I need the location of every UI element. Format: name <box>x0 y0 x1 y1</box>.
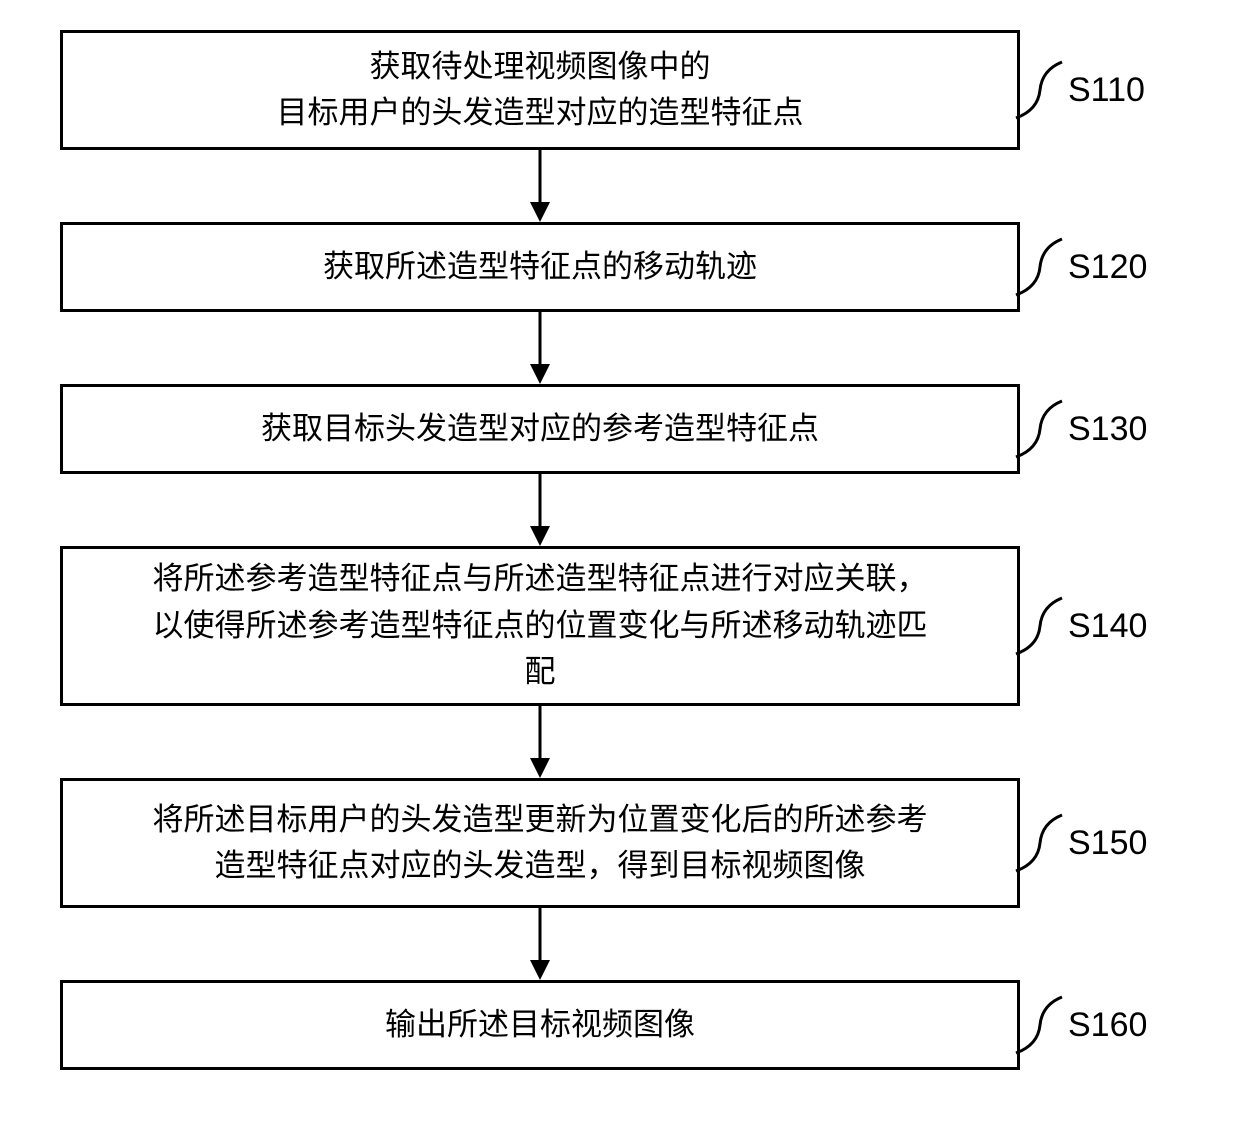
curve-icon <box>1014 596 1064 656</box>
label-connector: S150 <box>1014 813 1147 873</box>
step-text: 将所述参考造型特征点与所述造型特征点进行对应关联，以使得所述参考造型特征点的位置… <box>153 556 928 696</box>
step-text: 将所述目标用户的头发造型更新为位置变化后的所述参考造型特征点对应的头发造型，得到… <box>153 797 928 890</box>
arrow-connector <box>60 706 1020 778</box>
step-row: 将所述参考造型特征点与所述造型特征点进行对应关联，以使得所述参考造型特征点的位置… <box>60 546 1180 706</box>
curve-icon <box>1014 237 1064 297</box>
flowchart-container: 获取待处理视频图像中的目标用户的头发造型对应的造型特征点 S110 获取所述造型… <box>60 30 1180 1070</box>
label-connector: S130 <box>1014 399 1147 459</box>
arrow-connector <box>60 150 1020 222</box>
curve-icon <box>1014 60 1064 120</box>
arrow-connector <box>60 474 1020 546</box>
arrow-connector <box>60 312 1020 384</box>
step-box-s160: 输出所述目标视频图像 <box>60 980 1020 1070</box>
step-text: 获取待处理视频图像中的目标用户的头发造型对应的造型特征点 <box>277 44 804 137</box>
step-label: S150 <box>1068 824 1147 863</box>
step-row: 获取待处理视频图像中的目标用户的头发造型对应的造型特征点 S110 <box>60 30 1180 150</box>
step-box-s120: 获取所述造型特征点的移动轨迹 <box>60 222 1020 312</box>
curve-icon <box>1014 813 1064 873</box>
curve-icon <box>1014 399 1064 459</box>
step-label: S120 <box>1068 248 1147 287</box>
step-text: 获取所述造型特征点的移动轨迹 <box>323 244 757 291</box>
step-box-s110: 获取待处理视频图像中的目标用户的头发造型对应的造型特征点 <box>60 30 1020 150</box>
step-label: S130 <box>1068 410 1147 449</box>
step-text: 获取目标头发造型对应的参考造型特征点 <box>261 406 819 453</box>
step-row: 将所述目标用户的头发造型更新为位置变化后的所述参考造型特征点对应的头发造型，得到… <box>60 778 1180 908</box>
step-label: S160 <box>1068 1006 1147 1045</box>
step-label: S110 <box>1068 71 1145 110</box>
step-box-s150: 将所述目标用户的头发造型更新为位置变化后的所述参考造型特征点对应的头发造型，得到… <box>60 778 1020 908</box>
step-row: 获取所述造型特征点的移动轨迹 S120 <box>60 222 1180 312</box>
step-box-s130: 获取目标头发造型对应的参考造型特征点 <box>60 384 1020 474</box>
label-connector: S110 <box>1014 60 1145 120</box>
label-connector: S160 <box>1014 995 1147 1055</box>
label-connector: S120 <box>1014 237 1147 297</box>
label-connector: S140 <box>1014 596 1147 656</box>
curve-icon <box>1014 995 1064 1055</box>
step-text: 输出所述目标视频图像 <box>385 1002 695 1049</box>
step-row: 输出所述目标视频图像 S160 <box>60 980 1180 1070</box>
step-box-s140: 将所述参考造型特征点与所述造型特征点进行对应关联，以使得所述参考造型特征点的位置… <box>60 546 1020 706</box>
step-label: S140 <box>1068 607 1147 646</box>
step-row: 获取目标头发造型对应的参考造型特征点 S130 <box>60 384 1180 474</box>
arrow-connector <box>60 908 1020 980</box>
